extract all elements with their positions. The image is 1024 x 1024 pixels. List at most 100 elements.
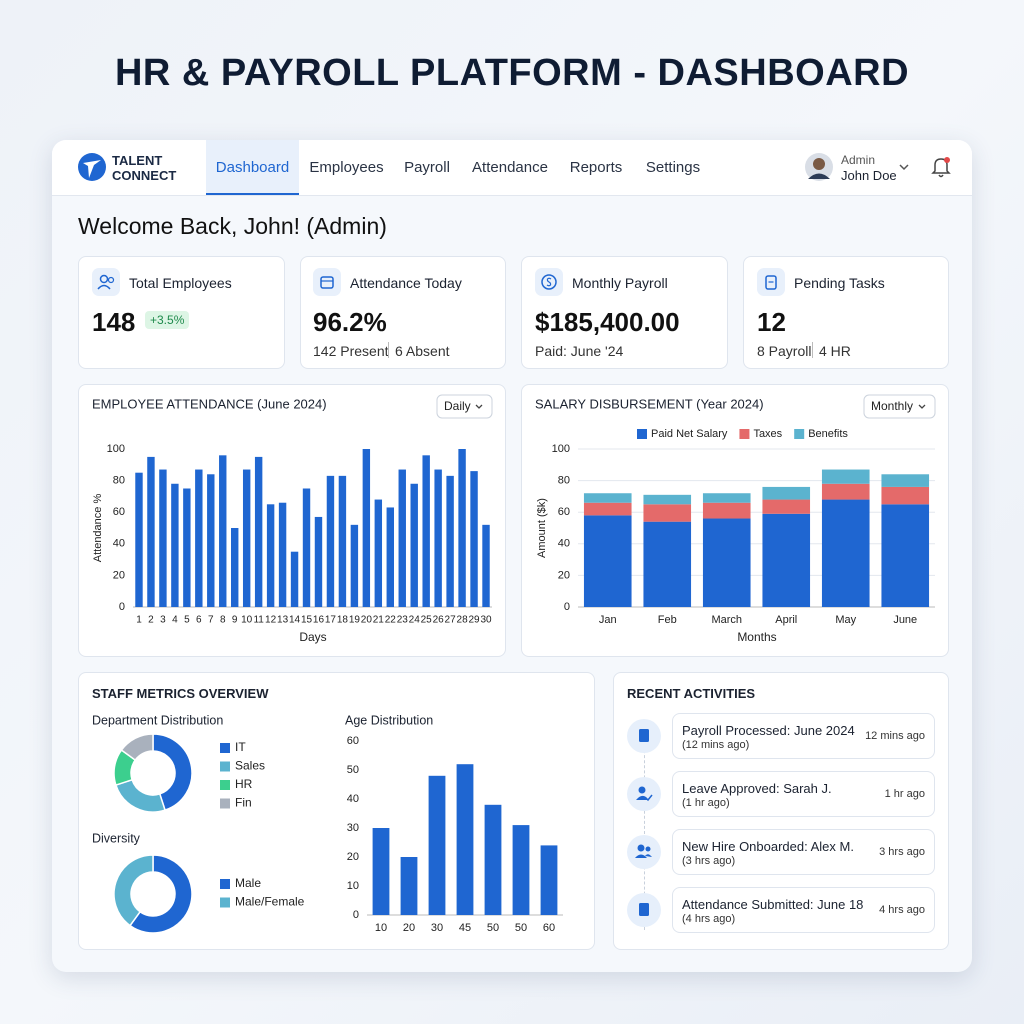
- kpi-detail: 142 Present: [313, 343, 389, 359]
- bar: [400, 857, 418, 915]
- nav-tab[interactable]: Attendance: [472, 159, 548, 176]
- bar-segment: [881, 474, 930, 487]
- legend-label: Male: [235, 876, 261, 890]
- x-tick-label: May: [835, 614, 856, 626]
- bar: [422, 455, 430, 607]
- legend-label: Sales: [235, 759, 265, 773]
- x-tick-label: March: [711, 614, 742, 626]
- kpi-label: Pending Tasks: [794, 275, 885, 291]
- y-tick-label: 40: [558, 538, 570, 550]
- kpi-label: Total Employees: [129, 275, 232, 291]
- kpi-value: 12: [757, 307, 786, 337]
- logo-text: CONNECT: [112, 168, 177, 183]
- nav-tab[interactable]: Payroll: [404, 159, 450, 176]
- x-tick-label: 27: [445, 615, 457, 626]
- legend-label: Taxes: [753, 428, 782, 440]
- bar-segment: [881, 486, 930, 505]
- bar: [398, 469, 406, 607]
- activity-item[interactable]: [672, 771, 935, 817]
- bar: [231, 528, 239, 607]
- y-tick-label: 10: [347, 880, 359, 892]
- y-tick-label: 20: [558, 569, 570, 581]
- user-menu-chevron[interactable]: [898, 162, 910, 172]
- x-tick-label: 45: [459, 922, 471, 934]
- x-tick-label: 30: [431, 922, 443, 934]
- donut-slice: [120, 733, 154, 762]
- avatar[interactable]: [804, 152, 834, 182]
- legend-label: Fin: [235, 796, 252, 810]
- nav-tab[interactable]: Employees: [309, 159, 384, 176]
- y-tick-label: 60: [558, 506, 570, 518]
- nav-tab[interactable]: Settings: [645, 159, 701, 176]
- y-tick-label: 100: [107, 443, 125, 455]
- nav-tab[interactable]: Reports: [569, 159, 623, 176]
- donut-slice: [152, 733, 193, 812]
- x-tick-label: 8: [220, 615, 226, 626]
- bar: [278, 502, 287, 607]
- dropdown[interactable]: [863, 394, 936, 419]
- x-tick-label: 6: [196, 615, 202, 626]
- activity-time: 3 hrs ago: [879, 846, 925, 858]
- bar-segment: [583, 502, 632, 516]
- legend-swatch: [739, 429, 750, 439]
- bar: [386, 507, 394, 607]
- bar: [195, 469, 203, 607]
- kpi-icon: [313, 268, 341, 296]
- nav-tab[interactable]: Dashboard: [206, 140, 299, 195]
- activity-sub: (4 hrs ago): [682, 913, 736, 925]
- bar: [410, 483, 418, 607]
- x-tick-label: 25: [421, 615, 433, 626]
- x-tick-label: 18: [337, 615, 349, 626]
- bar: [374, 499, 383, 607]
- legend-label: Male/Female: [235, 895, 305, 909]
- kpi-value: $185,400.00: [535, 307, 680, 337]
- bar-segment: [821, 483, 870, 500]
- kpi-detail: 8 Payroll: [757, 343, 812, 359]
- bar-segment: [881, 504, 930, 607]
- x-tick-label: 22: [385, 615, 397, 626]
- y-tick-label: 20: [347, 851, 359, 863]
- bar-segment: [583, 515, 632, 607]
- kpi-icon: [757, 268, 785, 296]
- logo-icon: [78, 153, 106, 181]
- page-title: HR & PAYROLL PLATFORM - DASHBOARD: [114, 52, 910, 94]
- x-tick-label: 26: [433, 615, 445, 626]
- logo[interactable]: TALENT CONNECT: [112, 153, 176, 183]
- bar-segment: [762, 513, 811, 607]
- legend-swatch: [220, 780, 230, 790]
- bar: [147, 456, 155, 607]
- x-tick-label: 15: [301, 615, 313, 626]
- kpi-detail: Paid: June '24: [535, 343, 624, 359]
- activity-time: 4 hrs ago: [879, 904, 925, 916]
- legend-label: Paid Net Salary: [651, 428, 728, 440]
- chart-title: Diversity: [92, 831, 141, 845]
- notification-bell[interactable]: [930, 155, 952, 179]
- bar: [338, 475, 347, 607]
- bar: [219, 455, 227, 607]
- y-tick-label: 0: [353, 909, 359, 921]
- bar: [470, 471, 478, 607]
- x-tick-label: Feb: [658, 614, 677, 626]
- donut-slice: [114, 778, 166, 813]
- bar: [183, 488, 191, 607]
- bar: [362, 449, 371, 607]
- activity-sub: (1 hr ago): [682, 797, 730, 809]
- activity-item[interactable]: [672, 887, 935, 933]
- bar: [484, 804, 502, 915]
- legend-swatch: [220, 798, 230, 809]
- dropdown[interactable]: [436, 394, 493, 419]
- activity-item[interactable]: [672, 829, 935, 875]
- activity-time: 1 hr ago: [884, 788, 925, 800]
- donut-slice: [113, 854, 154, 927]
- welcome-message: Welcome Back, John! (Admin): [78, 213, 387, 239]
- y-tick-label: 20: [113, 569, 125, 581]
- y-tick-label: 80: [113, 475, 125, 487]
- y-tick-label: 40: [347, 793, 359, 805]
- kpi-icon: [535, 268, 563, 296]
- kpi-badge: +3.5%: [145, 311, 190, 329]
- activity-item[interactable]: [672, 713, 935, 759]
- activity-icon: [627, 719, 661, 753]
- x-tick-label: 12: [265, 615, 277, 626]
- y-tick-label: 40: [113, 538, 125, 550]
- x-tick-label: 9: [232, 615, 238, 626]
